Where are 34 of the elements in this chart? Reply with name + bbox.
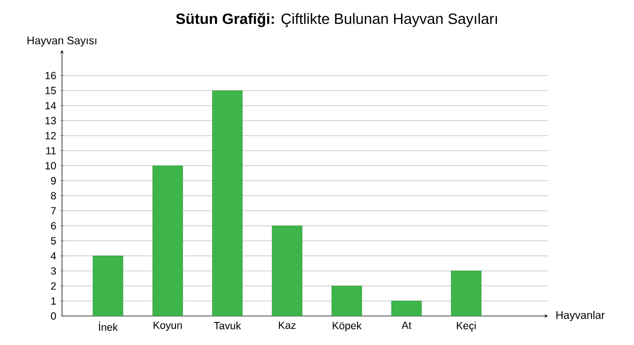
y-tick-label: 3 xyxy=(50,267,56,275)
y-tick-label: 2 xyxy=(51,282,56,290)
x-tick-label: Kaz xyxy=(278,322,296,329)
y-tick-label: 7 xyxy=(51,207,56,214)
y-axis-title: Hayvan Sayısı xyxy=(28,36,96,46)
y-tick-label: 10 xyxy=(46,162,56,170)
y-tick-label: 15 xyxy=(46,86,56,94)
y-tick-label: 11 xyxy=(46,147,56,154)
y-tick-label: 0 xyxy=(50,312,56,320)
x-tick-label: Keçi xyxy=(456,322,476,332)
y-tick-label: 12 xyxy=(46,132,56,140)
y-tick-label: 14 xyxy=(46,102,56,110)
y-tick-label: 1 xyxy=(51,297,56,305)
y-tick-label: 13 xyxy=(46,116,56,124)
x-tick-label: İnek xyxy=(99,322,118,331)
x-tick-label: Koyun xyxy=(154,322,182,332)
y-tick-label: 6 xyxy=(51,222,56,230)
chart-title: Sütun Grafiği: Çiftlikte Bulunan Hayvan Sayıları xyxy=(176,12,497,28)
bar xyxy=(391,300,422,316)
y-tick-label: 5 xyxy=(50,237,56,245)
y-tick-label: 16 xyxy=(46,72,56,80)
bar xyxy=(272,226,302,316)
y-tick-label: 4 xyxy=(50,252,56,260)
x-tick-label: At xyxy=(402,322,412,329)
bar xyxy=(152,166,183,316)
x-axis-title: Hayvanlar xyxy=(556,310,605,322)
bar xyxy=(212,90,243,316)
y-tick-label: 8 xyxy=(50,192,56,200)
x-tick-label: Tavuk xyxy=(214,322,242,330)
bar xyxy=(451,270,482,316)
y-tick-label: 9 xyxy=(51,177,56,184)
bar xyxy=(92,256,124,316)
x-tick-label: Köpek xyxy=(332,322,362,332)
bar xyxy=(332,286,362,316)
